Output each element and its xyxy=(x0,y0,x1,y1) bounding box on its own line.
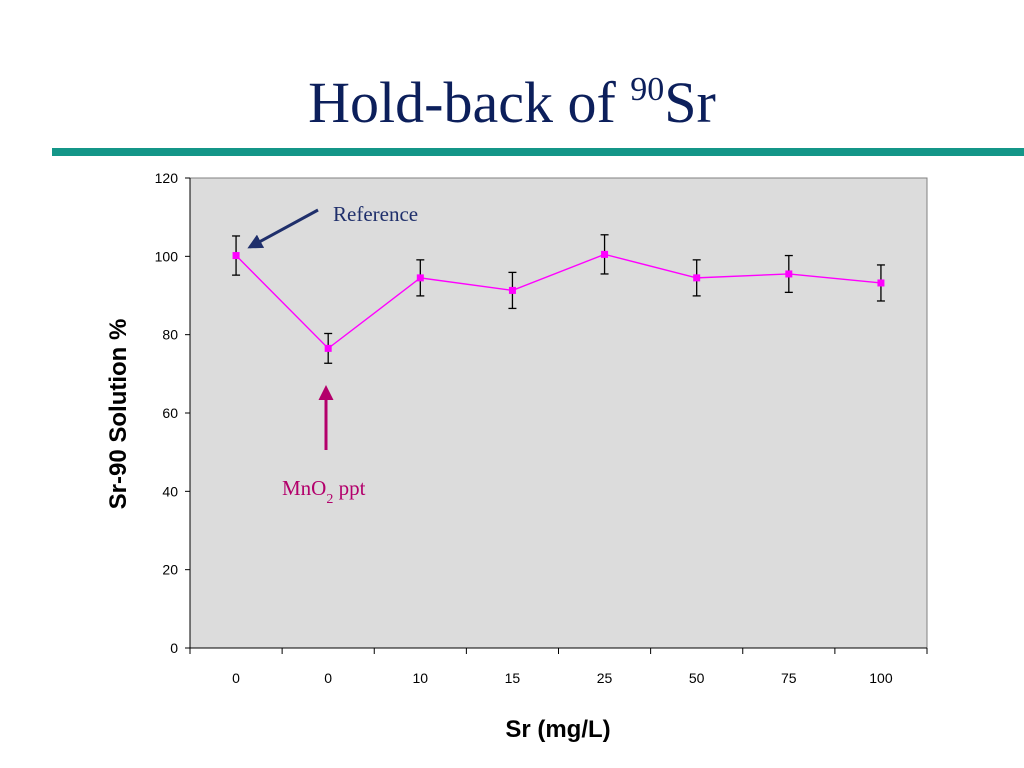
title-superscript: 90 xyxy=(630,71,665,108)
data-point xyxy=(232,252,240,260)
data-point xyxy=(693,274,701,282)
reference-annotation: Reference xyxy=(333,202,418,226)
x-tick-label: 100 xyxy=(869,670,893,686)
data-point xyxy=(877,279,885,287)
x-tick-label: 0 xyxy=(232,670,240,686)
y-tick-label: 80 xyxy=(162,327,178,343)
series-line xyxy=(235,253,882,350)
data-point xyxy=(508,286,516,294)
y-tick-label: 40 xyxy=(162,483,178,499)
x-tick-label: 50 xyxy=(689,670,705,686)
data-point xyxy=(324,344,332,352)
plot-area xyxy=(189,177,928,649)
data-point xyxy=(601,250,609,258)
x-tick-label: 15 xyxy=(505,670,521,686)
x-tick-label: 10 xyxy=(413,670,429,686)
series-polyline xyxy=(235,253,882,350)
title-tail-text: Sr xyxy=(664,70,716,135)
title-divider xyxy=(52,148,1024,156)
x-tick-label: 25 xyxy=(597,670,613,686)
y-tick-label: 20 xyxy=(162,562,178,578)
page-title: Hold-back of 90Sr xyxy=(0,68,1024,138)
mno2-annotation: MnO2 ppt xyxy=(282,476,366,507)
y-tick-label: 0 xyxy=(170,640,178,656)
reference-arrow xyxy=(247,208,319,249)
y-axis-ticks: 0 20 40 60 80 100 120 xyxy=(155,170,190,656)
data-points xyxy=(232,250,885,352)
x-axis-ticks: 0 0 10 15 25 50 75 100 xyxy=(189,648,928,686)
title-main-text: Hold-back of xyxy=(308,70,631,135)
data-point xyxy=(416,274,424,282)
x-axis-title: Sr (mg/L) xyxy=(505,716,610,743)
x-tick-label: 0 xyxy=(324,670,332,686)
data-point xyxy=(785,270,793,278)
y-axis-title: Sr-90 Solution % xyxy=(105,319,132,510)
y-tick-label: 100 xyxy=(155,248,179,264)
x-tick-label: 75 xyxy=(781,670,797,686)
y-tick-label: 60 xyxy=(162,405,178,421)
y-tick-label: 120 xyxy=(155,170,179,186)
